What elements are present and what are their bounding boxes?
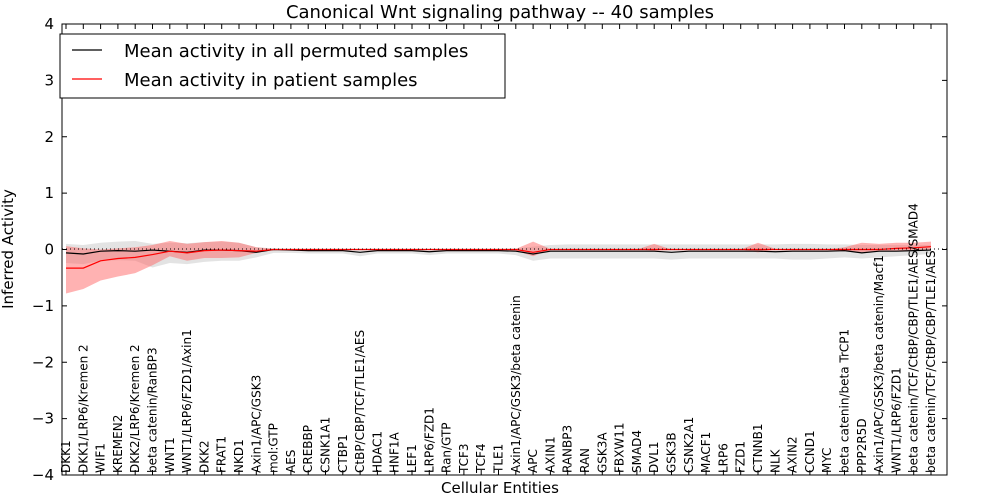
x-category-label: beta catenin/TCF/CtBP/CBP/TLE1/AES/SMAD4 xyxy=(907,203,921,473)
x-category-label: Axin1/APC/GSK3 xyxy=(249,375,263,473)
x-axis-label: Cellular Entities xyxy=(441,479,559,497)
x-category-label: mol:GTP xyxy=(267,423,281,473)
x-category-label: WNT1/LRP6/FZD1 xyxy=(889,367,903,473)
x-category-label: MYC xyxy=(820,448,834,473)
x-category-label: beta catenin/RanBP3 xyxy=(146,347,160,473)
y-axis-label: Inferred Activity xyxy=(0,189,17,309)
x-category-label: CTNNB1 xyxy=(751,423,765,473)
y-tick-label: 4 xyxy=(44,15,54,33)
x-category-label: CSNK2A1 xyxy=(682,417,696,473)
x-category-label: APC xyxy=(526,449,540,473)
x-category-label: TCF4 xyxy=(474,443,488,474)
y-tick-label: 0 xyxy=(44,241,54,259)
x-category-label: TLE1 xyxy=(492,444,506,474)
x-category-label: DKK1/LRP6/Kremen 2 xyxy=(76,344,90,473)
x-category-label: PPP2R5D xyxy=(855,418,869,473)
x-category-label: DKK1 xyxy=(59,440,73,473)
x-category-label: Axin1/APC/GSK3/beta catenin xyxy=(509,295,523,473)
patient-range-band xyxy=(66,241,931,294)
x-category-label: CTBP1 xyxy=(336,434,350,473)
x-category-label: WIF1 xyxy=(94,443,108,473)
x-category-label: FRAT1 xyxy=(215,436,229,473)
x-category-label: DKK2 xyxy=(197,440,211,473)
x-category-label: CREBBP xyxy=(301,425,315,473)
x-category-label: KREMEN2 xyxy=(111,415,125,473)
x-category-label: MACF1 xyxy=(699,432,713,473)
x-category-label: Ran/GTP xyxy=(440,422,454,473)
x-category-label: WNT1 xyxy=(163,437,177,473)
x-category-label: GSK3A xyxy=(595,432,609,473)
y-tick-label: −1 xyxy=(32,297,54,315)
x-category-label: beta catenin/TCF/CtBP/CBP/TLE1/AES xyxy=(924,250,938,473)
x-category-label: LRP6/FZD1 xyxy=(422,407,436,473)
x-category-label: FZD1 xyxy=(734,441,748,473)
x-category-label: AXIN1 xyxy=(543,436,557,473)
x-category-label: GSK3B xyxy=(665,432,679,473)
y-tick-label: −4 xyxy=(32,466,54,484)
permuted-range-band xyxy=(66,241,931,268)
x-category-label: SMAD4 xyxy=(630,430,644,473)
x-category-label: WNT1/LRP6/FZD1/Axin1 xyxy=(180,329,194,473)
x-category-label: RAN xyxy=(578,448,592,473)
x-category-label: CSNK1A1 xyxy=(319,417,333,473)
x-category-label: AES xyxy=(284,450,298,473)
x-category-label: NKD1 xyxy=(232,439,246,473)
x-category-label: HDAC1 xyxy=(370,431,384,473)
x-category-label: LRP6 xyxy=(716,443,730,473)
legend-label-permuted: Mean activity in all permuted samples xyxy=(124,41,468,62)
legend-box xyxy=(59,33,506,99)
x-category-label: HNF1A xyxy=(388,431,402,473)
x-category-label: beta catenin/beta TrCP1 xyxy=(838,329,852,473)
y-tick-label: 1 xyxy=(44,184,54,202)
y-tick-label: −2 xyxy=(32,353,54,371)
legend-label-patient: Mean activity in patient samples xyxy=(124,70,418,91)
x-category-label: NLK xyxy=(768,448,782,473)
x-category-label: TCF3 xyxy=(457,443,471,474)
chart-title: Canonical Wnt signaling pathway -- 40 sa… xyxy=(286,2,714,23)
x-category-label: LEF1 xyxy=(405,444,419,473)
y-tick-label: −3 xyxy=(32,410,54,428)
y-tick-label: 3 xyxy=(44,71,54,89)
x-category-label: RANBP3 xyxy=(561,425,575,473)
x-category-label: FBXW11 xyxy=(613,423,627,474)
x-category-label: AXIN2 xyxy=(786,436,800,473)
x-category-label: CCND1 xyxy=(803,430,817,473)
x-category-label: Axin1/APC/GSK3/beta catenin/Macf1 xyxy=(872,255,886,473)
x-category-label: CtBP/CBP/TCF/TLE1/AES xyxy=(353,330,367,473)
x-category-label: DVL1 xyxy=(647,441,661,473)
legend: Mean activity in all permuted samples Me… xyxy=(59,33,506,99)
y-tick-label: 2 xyxy=(44,128,54,146)
x-category-label: DKK2/LRP6/Kremen 2 xyxy=(128,344,142,473)
